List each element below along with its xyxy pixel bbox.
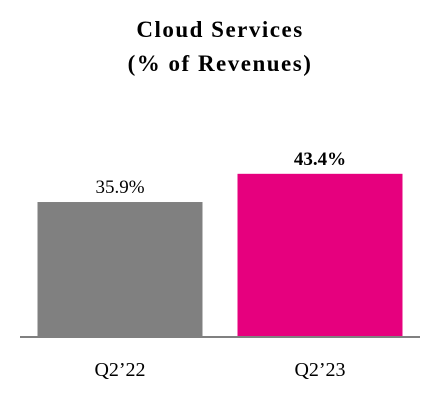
chart-subtitle: (% of Revenues) [127,51,313,76]
data-label-1: 35.9% [95,177,144,198]
data-label-2: 43.4% [294,149,346,170]
x-tick-label-2: Q2’23 [294,359,345,381]
chart-title: Cloud Services [136,17,304,42]
x-tick-label-1: Q2’22 [94,359,145,381]
bar-1 [37,202,203,337]
bar-2 [237,173,403,337]
